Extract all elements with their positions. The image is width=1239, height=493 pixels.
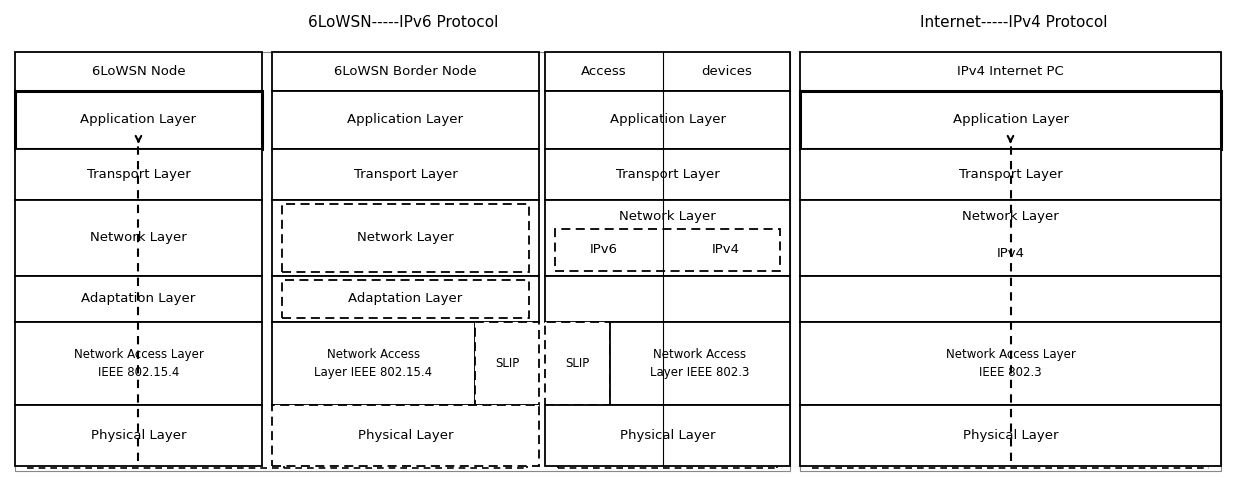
Text: Network Access: Network Access [653,348,746,361]
Bar [610,322,789,405]
Text: Network Access Layer: Network Access Layer [945,348,1075,361]
Text: Network Access Layer: Network Access Layer [73,348,203,361]
Text: IPv4: IPv4 [712,244,740,256]
Bar [15,149,261,200]
Bar [799,276,1222,322]
Bar [545,52,789,91]
Text: Network Layer: Network Layer [963,211,1059,223]
Bar [15,276,261,322]
Text: Application Layer: Application Layer [347,113,463,126]
Bar [271,200,539,276]
Bar [799,322,1222,405]
Text: Network Access: Network Access [327,348,420,361]
Text: 6LoWSN-----IPv6 Protocol: 6LoWSN-----IPv6 Protocol [309,15,499,30]
Bar [271,91,539,149]
Text: Application Layer: Application Layer [610,113,726,126]
Bar [555,229,779,271]
Text: Adaptation Layer: Adaptation Layer [348,292,462,305]
Bar [281,204,529,272]
Bar [15,405,261,466]
Text: Layer IEEE 802.15.4: Layer IEEE 802.15.4 [315,366,432,379]
Bar [545,405,789,466]
Bar [15,322,261,405]
Bar [281,280,529,318]
Text: Adaptation Layer: Adaptation Layer [82,292,196,305]
Text: SLIP: SLIP [496,357,519,370]
Bar [15,91,261,149]
Bar [799,405,1222,466]
Text: Internet-----IPv4 Protocol: Internet-----IPv4 Protocol [921,15,1108,30]
Bar [271,276,539,322]
Bar [799,52,1222,471]
Text: Access: Access [581,65,627,77]
Bar [271,405,539,466]
Bar [476,322,539,405]
Text: Physical Layer: Physical Layer [963,429,1058,442]
Text: SLIP: SLIP [565,357,590,370]
Bar [271,52,539,91]
Text: Physical Layer: Physical Layer [358,429,453,442]
Bar [799,200,1222,276]
Bar [15,52,789,471]
Text: IEEE 802.15.4: IEEE 802.15.4 [98,366,180,379]
Text: IPv6: IPv6 [590,244,618,256]
Bar [545,149,789,200]
Bar [271,149,539,200]
Text: Network Layer: Network Layer [90,232,187,245]
Text: 6LoWSN Border Node: 6LoWSN Border Node [335,65,477,77]
Text: Transport Layer: Transport Layer [616,168,720,181]
Text: Transport Layer: Transport Layer [353,168,457,181]
Text: Network Layer: Network Layer [357,232,453,245]
Text: Transport Layer: Transport Layer [959,168,1062,181]
Text: Physical Layer: Physical Layer [620,429,715,442]
Bar [545,276,789,322]
Bar [15,52,261,91]
Bar [545,91,789,149]
Bar [271,322,476,405]
Text: IPv4: IPv4 [996,246,1025,260]
Text: IEEE 802.3: IEEE 802.3 [979,366,1042,379]
Bar [15,200,261,276]
Text: Layer IEEE 802.3: Layer IEEE 802.3 [650,366,750,379]
Text: 6LoWSN Node: 6LoWSN Node [92,65,186,77]
Text: IPv4 Internet PC: IPv4 Internet PC [957,65,1064,77]
Text: Network Layer: Network Layer [620,211,716,223]
Bar [799,52,1222,91]
Text: Physical Layer: Physical Layer [90,429,186,442]
Bar [545,200,789,276]
Text: Application Layer: Application Layer [81,113,197,126]
Text: Application Layer: Application Layer [953,113,1068,126]
Text: Transport Layer: Transport Layer [87,168,191,181]
Bar [799,149,1222,200]
Bar [545,322,610,405]
Bar [799,91,1222,149]
Text: devices: devices [701,65,752,77]
